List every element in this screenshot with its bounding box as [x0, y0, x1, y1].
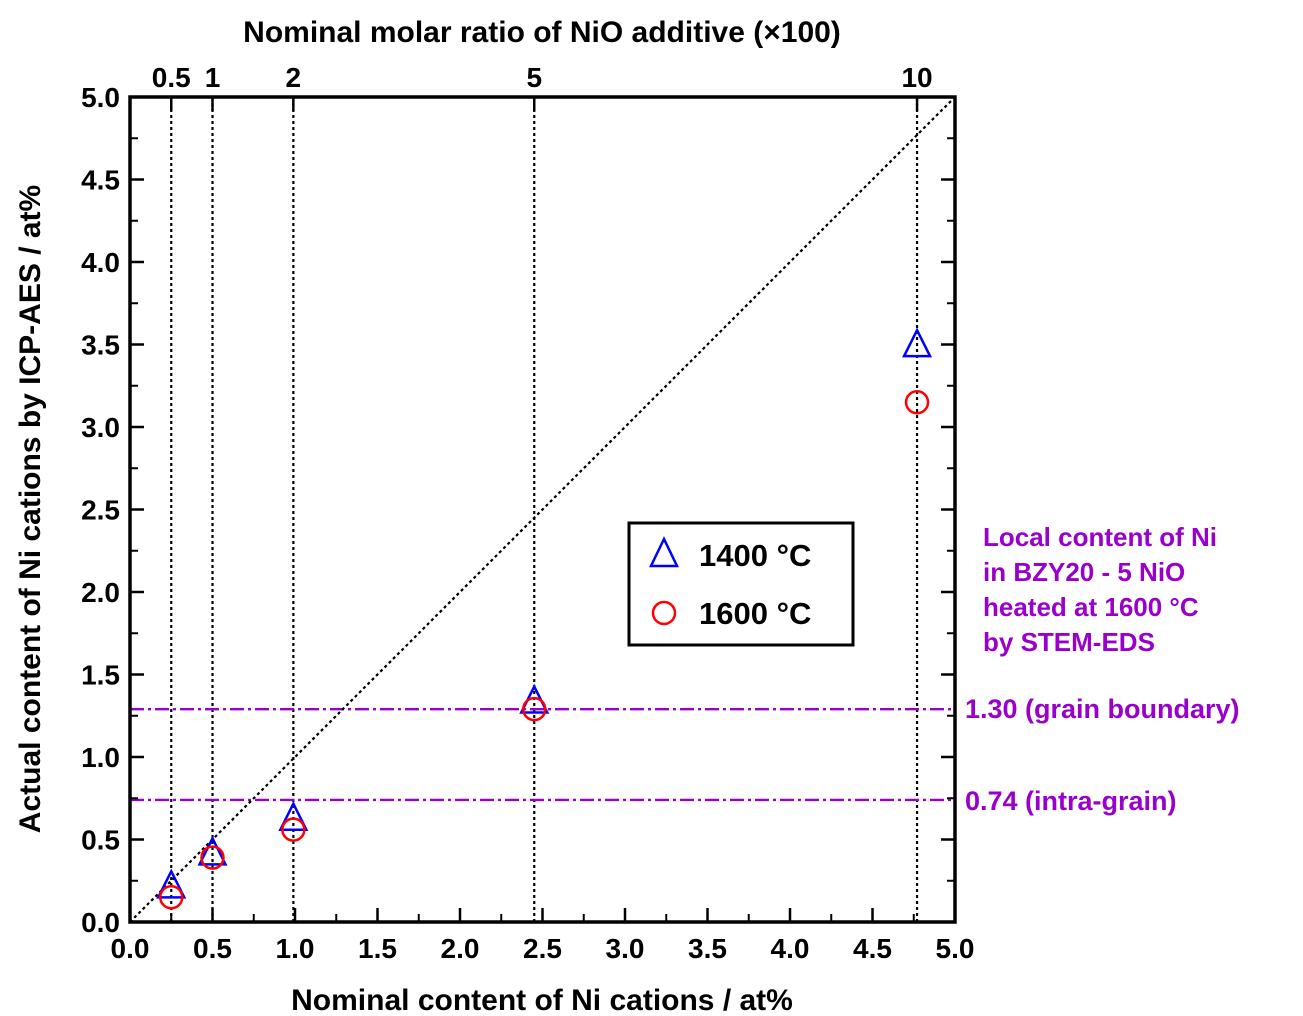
triangle-marker-1400	[156, 868, 187, 899]
x-tick-label: 5.0	[936, 933, 975, 964]
y-tick-label: 0.5	[81, 825, 120, 856]
x-tick-label: 0.0	[111, 933, 150, 964]
annotation-line-2: in BZY20 - 5 NiO	[983, 557, 1185, 587]
triangle-marker-1400	[902, 327, 933, 358]
diagonal-dotted-line	[130, 97, 955, 922]
y-tick-label: 2.0	[81, 577, 120, 608]
annotation-line-4: by STEM-EDS	[983, 627, 1155, 657]
y-axis-title: Actual content of Ni cations by ICP-AES …	[14, 185, 47, 833]
top-tick-label: 1	[205, 62, 221, 93]
x-tick-label: 4.0	[771, 933, 810, 964]
x-axis-ticks: 0.0 0.5 1.0 1.5 2.0 2.5 3.0 3.5 4.0 4.5 5.0	[111, 908, 975, 964]
top-tick-label: 2	[286, 62, 302, 93]
y-tick-label: 3.0	[81, 412, 120, 443]
y-tick-label: 2.5	[81, 495, 120, 526]
top-axis-ticks: 0.5 1 2 5 10	[152, 62, 933, 111]
top-tick-label: 0.5	[152, 62, 191, 93]
legend-triangle-marker	[649, 536, 679, 568]
stem-eds-annotation: Local content of Ni in BZY20 - 5 NiO hea…	[983, 522, 1217, 657]
circle-marker-1600	[281, 817, 306, 842]
x-tick-label: 1.0	[276, 933, 315, 964]
top-tick-label: 10	[901, 62, 932, 93]
vertical-reference-lines	[170, 97, 919, 922]
x-axis-title: Nominal content of Ni cations / at%	[291, 984, 793, 1016]
legend: 1400 °C 1600 °C	[627, 521, 855, 647]
triangle-marker-1400	[278, 800, 309, 831]
y-tick-label: 5.0	[81, 82, 120, 113]
data-markers	[156, 327, 933, 910]
x-tick-label: 4.5	[853, 933, 892, 964]
y-tick-label: 4.0	[81, 247, 120, 278]
legend-label-1600: 1600 °C	[699, 596, 811, 631]
intra-grain-label: 0.74 (intra-grain)	[965, 786, 1177, 816]
circle-marker-1600	[522, 696, 547, 722]
y-tick-label: 3.5	[81, 330, 120, 361]
legend-label-1400: 1400 °C	[699, 538, 811, 573]
circle-marker-1600	[159, 885, 184, 910]
x-tick-label: 3.0	[606, 933, 645, 964]
y-tick-label: 1.5	[81, 660, 120, 691]
y-tick-label: 0.0	[81, 907, 120, 938]
x-tick-label: 2.5	[523, 933, 562, 964]
y-axis-ticks: 0.0 0.5 1.0 1.5 2.0 2.5 3.0 3.5 4.0 4.5 5.0	[81, 82, 955, 938]
diagonal-reference-line	[130, 97, 955, 922]
legend-circle-marker	[651, 600, 677, 626]
annotation-line-3: heated at 1600 °C	[983, 592, 1199, 622]
top-axis-title: Nominal molar ratio of NiO additive (×10…	[243, 16, 841, 49]
x-tick-label: 2.0	[441, 933, 480, 964]
y-tick-label: 1.0	[81, 742, 120, 773]
grain-boundary-label: 1.30 (grain boundary)	[965, 694, 1240, 724]
y-tick-label: 4.5	[81, 165, 120, 196]
x-tick-label: 3.5	[688, 933, 727, 964]
horizontal-reference-lines	[130, 707, 955, 802]
circle-marker-1600	[200, 845, 225, 870]
circle-marker-1600	[904, 390, 930, 415]
x-tick-label: 0.5	[193, 933, 232, 964]
triangle-marker-1400	[197, 835, 228, 866]
annotation-line-1: Local content of Ni	[983, 522, 1217, 552]
top-tick-label: 5	[526, 62, 542, 93]
x-tick-label: 1.5	[358, 933, 397, 964]
